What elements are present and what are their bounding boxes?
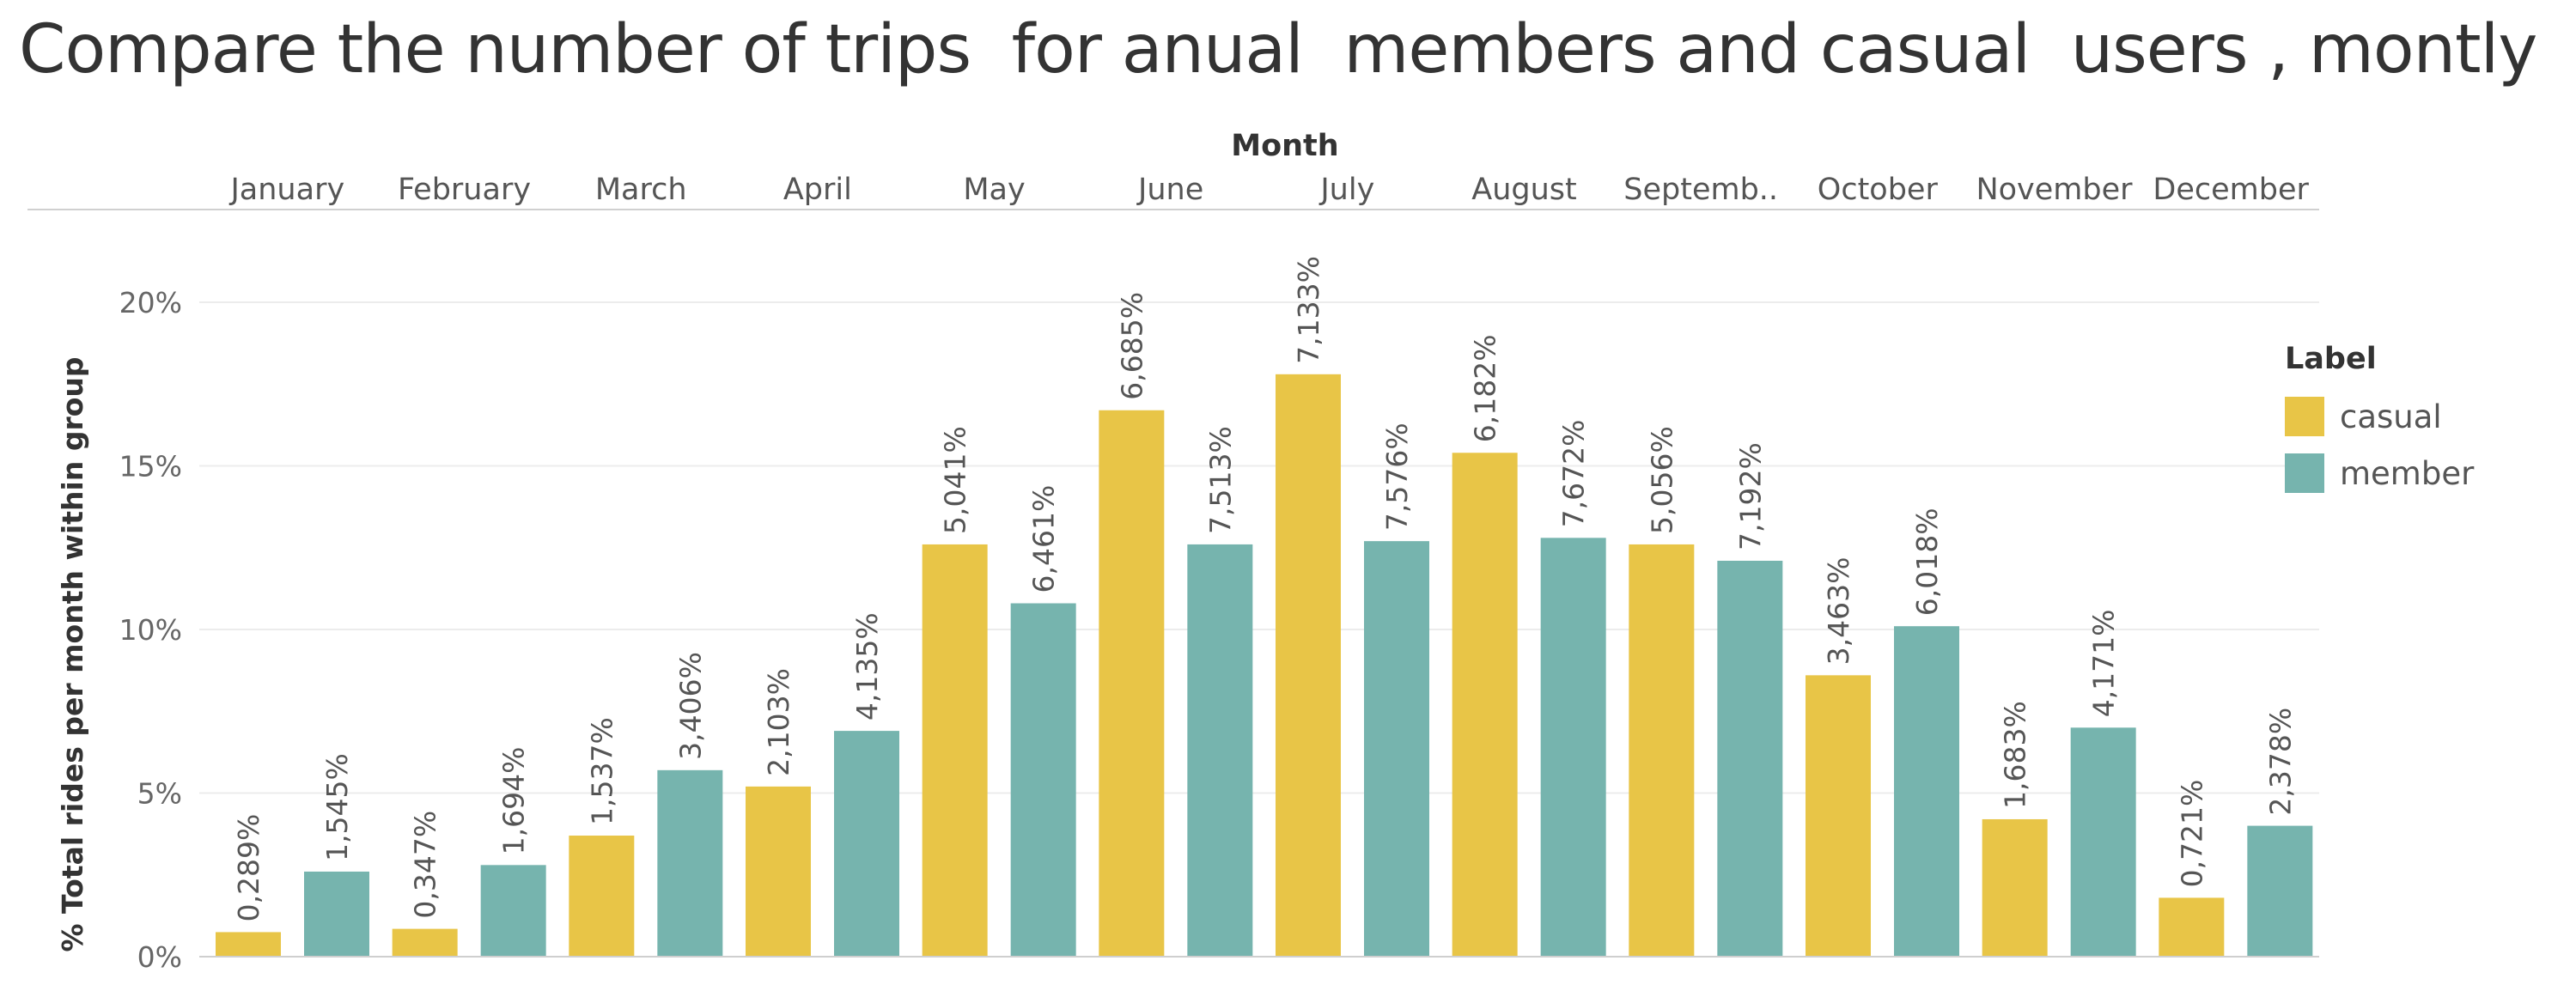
bar-casual-4 bbox=[922, 544, 988, 957]
category-label-6: July bbox=[1318, 173, 1374, 207]
bar-member-0 bbox=[304, 871, 369, 957]
bar-member-3 bbox=[834, 731, 899, 957]
bar-casual-0 bbox=[216, 932, 281, 957]
data-label-casual-0: 0,289% bbox=[232, 814, 265, 922]
bar-casual-3 bbox=[746, 786, 811, 957]
bar-casual-8 bbox=[1629, 544, 1695, 957]
category-label-7: August bbox=[1471, 173, 1576, 207]
bar-casual-9 bbox=[1806, 675, 1871, 957]
bar-member-4 bbox=[1010, 603, 1076, 957]
data-label-casual-4: 5,041% bbox=[939, 426, 972, 534]
bar-member-2 bbox=[657, 769, 723, 957]
bar-casual-2 bbox=[569, 836, 635, 957]
category-label-8: Septemb.. bbox=[1623, 173, 1778, 207]
category-label-4: May bbox=[963, 173, 1025, 207]
bar-casual-1 bbox=[392, 928, 458, 957]
data-label-casual-6: 7,133% bbox=[1292, 256, 1325, 364]
bar-casual-5 bbox=[1099, 410, 1165, 958]
category-label-3: April bbox=[783, 173, 852, 207]
bar-member-6 bbox=[1364, 541, 1429, 957]
bar-casual-6 bbox=[1276, 374, 1341, 957]
bar-casual-10 bbox=[1982, 818, 2048, 957]
bar-member-9 bbox=[1894, 626, 1959, 957]
legend-item-casual[interactable]: casual bbox=[2285, 388, 2474, 445]
legend-title: Label bbox=[2285, 342, 2377, 376]
category-label-1: February bbox=[398, 173, 531, 207]
category-label-11: December bbox=[2153, 173, 2309, 207]
legend-label-member: member bbox=[2340, 454, 2475, 492]
chart-title: Compare the number of trips for anual me… bbox=[19, 11, 2537, 88]
data-label-member-6: 7,576% bbox=[1380, 423, 1414, 531]
legend-label-casual: casual bbox=[2340, 398, 2442, 435]
bar-member-11 bbox=[2247, 825, 2313, 957]
bar-member-1 bbox=[480, 865, 546, 957]
data-label-member-9: 6,018% bbox=[1910, 508, 1944, 616]
data-label-casual-11: 0,721% bbox=[2175, 780, 2208, 888]
data-label-member-10: 4,171% bbox=[2087, 609, 2121, 717]
data-label-casual-7: 6,182% bbox=[1469, 334, 1502, 442]
data-label-member-8: 7,192% bbox=[1733, 442, 1767, 550]
data-label-member-3: 4,135% bbox=[850, 612, 884, 721]
bar-member-5 bbox=[1187, 544, 1253, 957]
category-label-9: October bbox=[1818, 173, 1939, 207]
category-label-5: June bbox=[1136, 173, 1203, 207]
legend: Label casual member bbox=[2285, 342, 2474, 502]
y-tick-label-4: 20% bbox=[119, 286, 182, 319]
bar-casual-7 bbox=[1452, 453, 1518, 957]
data-label-casual-2: 1,537% bbox=[585, 717, 618, 825]
data-label-member-5: 7,513% bbox=[1203, 426, 1237, 534]
data-label-member-0: 1,545% bbox=[320, 753, 354, 861]
data-label-casual-5: 6,685% bbox=[1115, 292, 1148, 400]
category-label-10: November bbox=[1976, 173, 2133, 207]
bar-member-8 bbox=[1717, 560, 1783, 957]
data-label-casual-10: 1,683% bbox=[1999, 701, 2032, 809]
data-label-member-11: 2,378% bbox=[2263, 708, 2297, 816]
data-label-casual-9: 3,463% bbox=[1822, 556, 1855, 665]
y-tick-label-0: 0% bbox=[137, 940, 182, 974]
legend-item-member[interactable]: member bbox=[2285, 445, 2474, 502]
y-tick-label-3: 15% bbox=[119, 450, 182, 483]
data-label-member-4: 6,461% bbox=[1027, 485, 1061, 593]
data-label-member-1: 1,694% bbox=[497, 746, 531, 854]
bar-casual-11 bbox=[2159, 897, 2225, 957]
y-axis-label: % Total rides per month within group bbox=[56, 356, 89, 952]
y-tick-label-2: 10% bbox=[119, 613, 182, 647]
category-label-0: January bbox=[228, 173, 344, 207]
data-label-member-2: 3,406% bbox=[673, 652, 707, 760]
data-label-casual-1: 0,347% bbox=[409, 811, 442, 919]
legend-swatch-casual bbox=[2285, 397, 2324, 436]
y-tick-label-1: 5% bbox=[137, 777, 182, 811]
bar-member-10 bbox=[2070, 727, 2136, 957]
x-header-label: Month bbox=[1231, 129, 1338, 163]
data-label-casual-8: 5,056% bbox=[1645, 426, 1678, 534]
data-label-casual-3: 2,103% bbox=[762, 668, 795, 776]
bar-member-7 bbox=[1540, 538, 1606, 957]
legend-swatch-member bbox=[2285, 453, 2324, 493]
data-label-member-7: 7,672% bbox=[1557, 419, 1591, 527]
category-label-2: March bbox=[595, 173, 687, 207]
